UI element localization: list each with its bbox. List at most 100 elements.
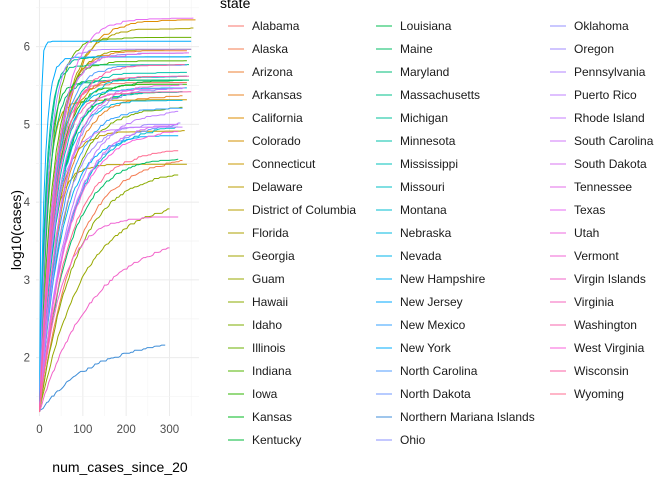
series-line-texas [39, 17, 194, 412]
legend-label: Colorado [252, 134, 301, 148]
series-line-northern-mariana-islands [39, 344, 166, 412]
legend-label: West Virginia [574, 341, 645, 355]
legend-label: South Dakota [574, 157, 647, 171]
legend-label: Oklahoma [574, 19, 629, 33]
legend-label: Guam [252, 272, 285, 286]
y-tick-label: 3 [24, 275, 30, 287]
legend-label: Montana [400, 203, 447, 217]
legend-label: New Hampshire [400, 272, 486, 286]
legend-label: Indiana [252, 364, 292, 378]
series-line-west-virginia [39, 131, 179, 413]
legend: Alabama Alaska Arizona Arkansas California Co… [228, 19, 654, 447]
series-line-rhode-island [39, 126, 183, 413]
legend-label: Minnesota [400, 134, 456, 148]
series-line-pennsylvania [39, 48, 192, 413]
legend-label: Virgin Islands [574, 272, 646, 286]
series-line-nebraska [39, 99, 183, 413]
series-line-new-hampshire [39, 135, 179, 413]
legend-label: New Mexico [400, 318, 466, 332]
legend-label: Georgia [252, 249, 295, 263]
legend-label: Vermont [574, 249, 619, 263]
legend-label: Wyoming [574, 387, 624, 401]
legend-label: Maryland [400, 65, 449, 79]
legend-label: Iowa [252, 387, 278, 401]
legend-label: Connecticut [252, 157, 316, 171]
series-line-missouri [39, 75, 187, 413]
series-line-tennessee [39, 52, 189, 412]
legend-label: Florida [252, 226, 289, 240]
legend-label: Michigan [400, 111, 448, 125]
series-line-hawaii [39, 174, 179, 413]
legend-label: Illinois [252, 341, 285, 355]
series-line-utah [39, 83, 183, 412]
y-tick-label: 6 [24, 42, 30, 54]
legend-label: Massachusetts [400, 88, 480, 102]
series-line-minnesota [39, 71, 187, 411]
series-line-oregon [39, 122, 181, 413]
legend-label: Arizona [252, 65, 293, 79]
legend-label: Rhode Island [574, 111, 645, 125]
y-tick-label: 2 [24, 353, 30, 365]
series-line-virginia [39, 75, 189, 411]
series-line-indiana [39, 60, 187, 413]
legend-label: Maine [400, 42, 433, 56]
series-line-wisconsin [39, 64, 185, 413]
y-tick-labels: 2 3 4 5 6 [24, 42, 31, 365]
legend-label: Nevada [400, 249, 442, 263]
legend-label: Texas [574, 203, 605, 217]
x-axis-label: num_cases_since_20 [52, 459, 188, 475]
legend-label: Wisconsin [574, 364, 629, 378]
legend-label: Nebraska [400, 226, 452, 240]
series-line-california [39, 19, 196, 413]
series-line-new-mexico [39, 107, 183, 412]
legend-label: Virginia [574, 295, 614, 309]
series-line-wyoming [39, 150, 179, 413]
series-line-vermont [39, 216, 179, 412]
legend-label: District of Columbia [252, 203, 356, 217]
series-line-puerto-rico [39, 110, 179, 413]
x-tick-label: 200 [117, 424, 136, 436]
legend-label: North Carolina [400, 364, 478, 378]
y-tick-label: 5 [24, 119, 30, 131]
legend-label: Alabama [252, 19, 300, 33]
x-tick-label: 0 [36, 424, 42, 436]
legend-label: Pennsylvania [574, 65, 646, 79]
legend-label: Arkansas [252, 88, 302, 102]
series-line-virgin-islands [39, 247, 170, 411]
x-tick-label: 100 [73, 424, 92, 436]
series-lines [39, 17, 196, 413]
series-line-illinois [39, 36, 192, 413]
series-line-massachusetts [39, 64, 189, 412]
series-line-maine [39, 158, 179, 412]
legend-label: New Jersey [400, 295, 463, 309]
legend-label: Puerto Rico [574, 88, 637, 102]
x-tick-labels: 0 100 200 300 [36, 424, 179, 436]
series-line-new-york [39, 40, 192, 412]
y-tick-label: 4 [24, 197, 31, 209]
legend-label: Tennessee [574, 180, 632, 194]
legend-label: New York [400, 341, 452, 355]
legend-label: Kentucky [252, 433, 301, 447]
legend-label: Oregon [574, 42, 614, 56]
y-axis-label: log10(cases) [8, 190, 24, 270]
legend-label: North Dakota [400, 387, 471, 401]
series-line-arkansas [39, 95, 183, 413]
legend-label: Missouri [400, 180, 445, 194]
legend-label: Northern Mariana Islands [400, 410, 535, 424]
legend-label: South Carolina [574, 134, 654, 148]
legend-label: Delaware [252, 180, 303, 194]
legend-label: Utah [574, 226, 599, 240]
legend-label: California [252, 111, 303, 125]
series-line-alaska [39, 160, 183, 413]
legend-title: state [220, 0, 251, 11]
series-line-guam [39, 208, 170, 411]
legend-label: Idaho [252, 318, 282, 332]
x-tick-label: 300 [160, 424, 179, 436]
legend-label: Kansas [252, 410, 292, 424]
legend-label: Washington [574, 318, 637, 332]
legend-label: Alaska [252, 42, 288, 56]
series-line-delaware [39, 130, 185, 412]
series-line-washington [39, 91, 192, 413]
series-line-south-dakota [39, 122, 179, 413]
